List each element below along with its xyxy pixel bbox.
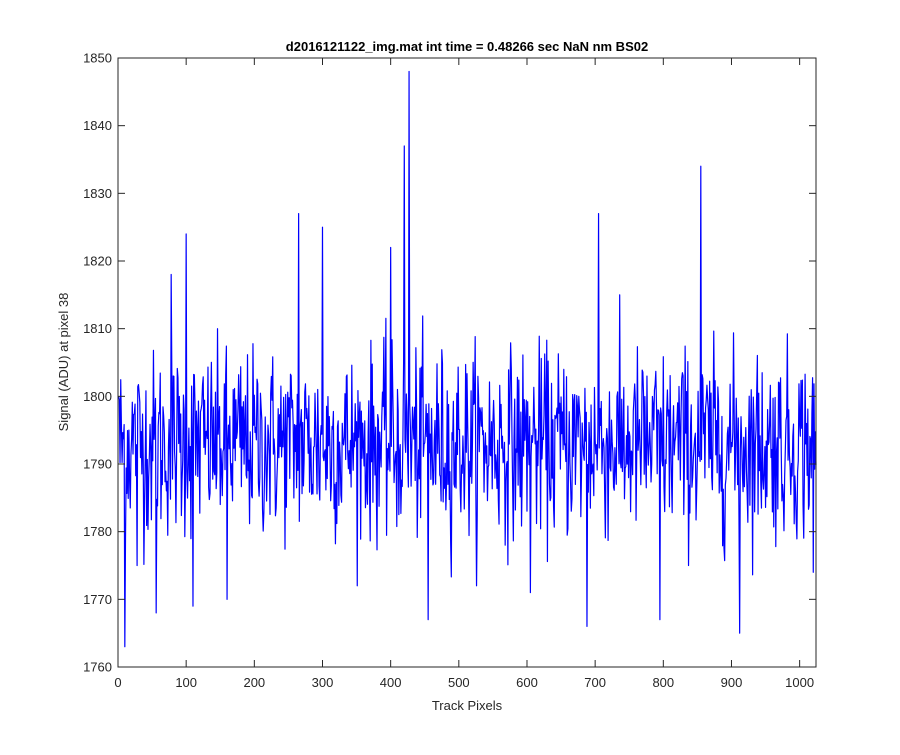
y-tick-label: 1810	[83, 321, 112, 336]
y-tick-label: 1830	[83, 186, 112, 201]
y-tick-label: 1770	[83, 592, 112, 607]
x-tick-label: 400	[380, 675, 402, 690]
x-tick-label: 900	[721, 675, 743, 690]
y-tick-label: 1790	[83, 457, 112, 472]
y-axis-label: Signal (ADU) at pixel 38	[56, 293, 71, 432]
x-tick-label: 200	[243, 675, 265, 690]
x-tick-label: 100	[175, 675, 197, 690]
x-axis-label: Track Pixels	[432, 698, 503, 713]
y-tick-label: 1820	[83, 254, 112, 269]
x-tick-label: 300	[312, 675, 334, 690]
x-tick-label: 700	[584, 675, 606, 690]
plot-area-background	[118, 58, 816, 667]
y-tick-label: 1760	[83, 660, 112, 675]
y-tick-label: 1800	[83, 389, 112, 404]
y-tick-label: 1850	[83, 51, 112, 66]
x-tick-label: 500	[448, 675, 470, 690]
chart-title: d2016121122_img.mat int time = 0.48266 s…	[286, 39, 648, 54]
y-tick-label: 1840	[83, 118, 112, 133]
x-axis-ticks: 0 100 200 300 400 500 600 700 800 900 1000	[114, 58, 814, 690]
signal-line-series	[118, 70, 817, 648]
x-tick-label: 0	[114, 675, 121, 690]
axes-box	[117, 57, 817, 668]
x-tick-label: 600	[516, 675, 538, 690]
y-tick-label: 1780	[83, 524, 112, 539]
y-axis-ticks: 1760 1770 1780 1790 1800 1810 1820 1830 1840 1850	[83, 51, 816, 675]
x-tick-label: 800	[652, 675, 674, 690]
x-tick-label: 1000	[785, 675, 814, 690]
series-layer	[118, 70, 817, 648]
